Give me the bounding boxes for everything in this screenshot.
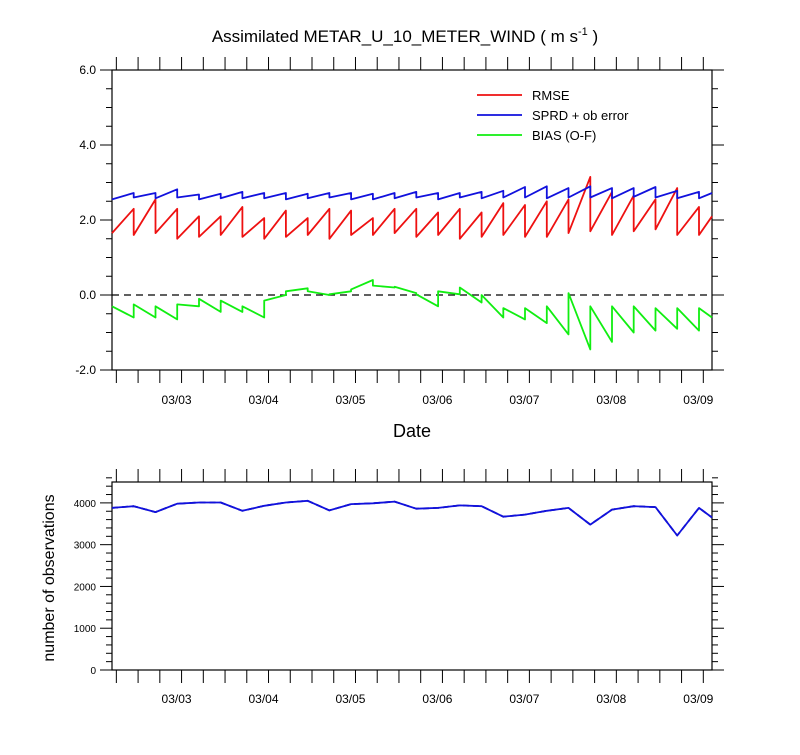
y-axis-title-observations: number of observations	[41, 494, 58, 661]
x-tick-label: 03/07	[509, 692, 539, 706]
x-tick-label: 03/08	[596, 692, 626, 706]
chart-title: Assimilated METAR_U_10_METER_WIND ( m s-…	[212, 26, 598, 46]
legend: RMSE SPRD + ob error BIAS (O-F)	[477, 88, 629, 143]
x-tick-label: 03/05	[335, 393, 365, 407]
x-tick-label: 03/07	[509, 393, 539, 407]
legend-label: RMSE	[532, 88, 570, 103]
x-axis-ticks	[115, 469, 704, 683]
x-axis-title: Date	[393, 421, 431, 441]
y-tick-label: -2.0	[75, 363, 96, 377]
x-tick-label: 03/06	[422, 692, 452, 706]
y-tick-label: 0	[90, 666, 96, 677]
x-tick-label: 03/09	[683, 393, 713, 407]
x-tick-label: 03/03	[162, 692, 192, 706]
x-tick-label: 03/04	[249, 393, 279, 407]
y-tick-label: 4.0	[79, 138, 96, 152]
series-line-rmse	[111, 176, 713, 240]
x-tick-label: 03/05	[335, 692, 365, 706]
x-tick-label: 03/06	[422, 393, 452, 407]
x-tick-label: 03/03	[162, 393, 192, 407]
x-axis-ticks	[115, 57, 704, 383]
y-tick-label: 1000	[74, 624, 97, 635]
y-tick-label: 3000	[74, 541, 97, 552]
series-line-obs-possible	[111, 499, 713, 537]
y-tick-label: 2.0	[79, 213, 96, 227]
series-line-bias-o-f	[111, 279, 713, 351]
plot-frame	[111, 481, 713, 671]
legend-label: BIAS (O-F)	[532, 128, 596, 143]
x-tick-label: 03/04	[249, 692, 279, 706]
rmse-spread-bias-plot: 03/03 03/04 03/05 03/06 03/07 03/08 03/09 6.0 4.…	[75, 57, 724, 407]
series-line-obs-assimilated	[111, 499, 713, 537]
x-tick-label: 03/08	[596, 393, 626, 407]
y-tick-label: 0.0	[79, 288, 96, 302]
legend-label: SPRD + ob error	[532, 108, 629, 123]
y-tick-label: 4000	[74, 499, 97, 510]
y-tick-label: 2000	[74, 582, 97, 593]
y-axis-ticks	[100, 69, 724, 371]
y-axis-ticks	[100, 477, 724, 671]
y-tick-label: 6.0	[79, 63, 96, 77]
observations-count-plot: 03/03 03/04 03/05 03/06 03/07 03/08 03/09 0 1000…	[74, 469, 724, 706]
series-line-sprd-ob-error	[111, 185, 713, 201]
x-tick-label: 03/09	[683, 692, 713, 706]
